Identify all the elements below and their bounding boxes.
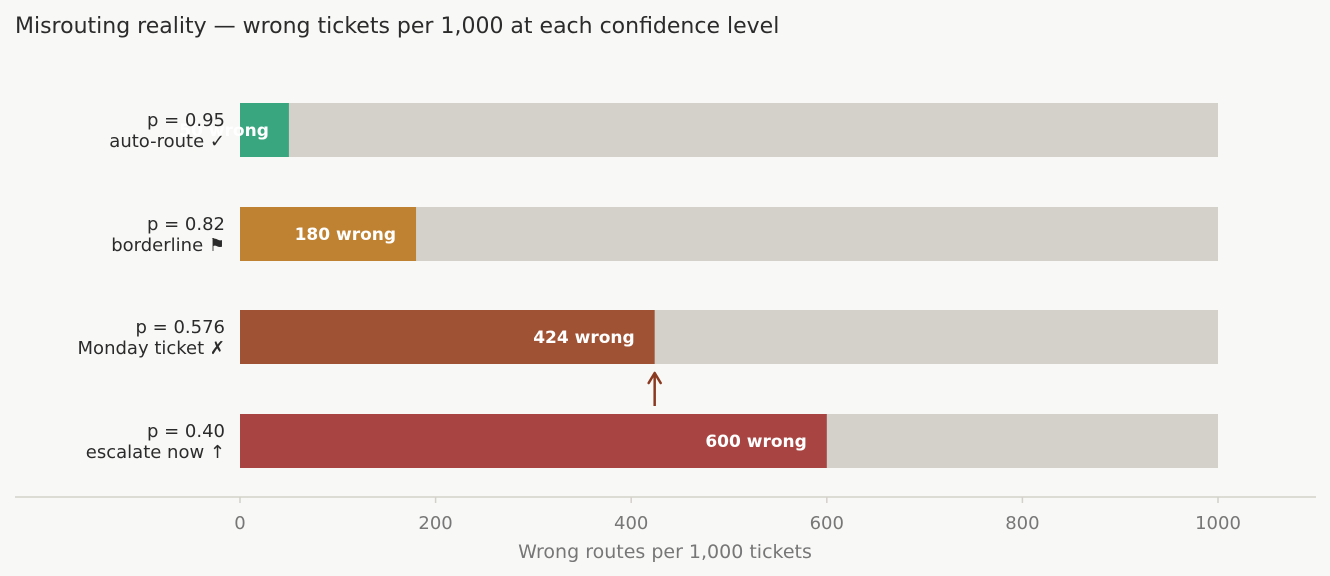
bar-label-3: 600 wrong: [705, 432, 806, 452]
category-label-line2-3: escalate now ↑: [86, 442, 225, 463]
category-label-line2-0: auto-route ✓: [109, 131, 225, 152]
category-label-line1-0: p = 0.95: [147, 110, 225, 131]
x-tick-label-3: 600: [810, 513, 844, 534]
x-tick-label-5: 1000: [1195, 513, 1241, 534]
bar-value-0: [240, 103, 289, 157]
x-tick-label-0: 0: [234, 513, 245, 534]
bar-label-0: 50 wrong: [179, 121, 269, 141]
bar-label-2: 424 wrong: [533, 328, 634, 348]
chart-title: Misrouting reality — wrong tickets per 1…: [15, 14, 779, 39]
category-label-line1-2: p = 0.576: [136, 317, 225, 338]
bar-remainder-0: [240, 103, 1218, 157]
category-label-line1-3: p = 0.40: [147, 421, 225, 442]
category-label-line2-2: Monday ticket ✗: [78, 338, 225, 359]
x-tick-label-1: 200: [418, 513, 452, 534]
category-label-line1-1: p = 0.82: [147, 214, 225, 235]
x-axis-label: Wrong routes per 1,000 tickets: [518, 541, 812, 563]
bar-value-2: [240, 310, 655, 364]
x-tick-label-2: 400: [614, 513, 648, 534]
annotation-arrow-head: [647, 371, 662, 385]
bar-value-3: [240, 414, 827, 468]
x-axis-ticks: 0 200 400 600 800 1000: [234, 497, 1241, 534]
category-label-line2-1: borderline ⚑: [111, 235, 225, 256]
annotation-layer: [647, 371, 662, 406]
bar-value-1: [240, 207, 417, 261]
bar-label-1: 180 wrong: [295, 225, 396, 245]
x-tick-label-4: 800: [1005, 513, 1039, 534]
bars-layer: 50 wrong 180 wrong 424 wrong 600 wrong: [179, 103, 1218, 468]
